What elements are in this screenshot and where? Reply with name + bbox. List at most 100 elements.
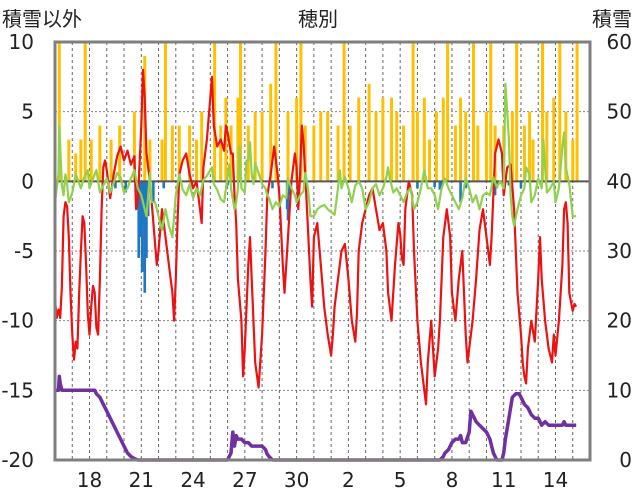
negative-bar [464, 181, 468, 189]
precipitation-bar [476, 125, 480, 182]
precipitation-bar [148, 139, 152, 182]
x-tick-label: 14 [543, 468, 568, 492]
precipitation-bar [188, 125, 192, 182]
precipitation-bar [98, 125, 102, 182]
x-tick-label: 30 [284, 468, 309, 492]
negative-bar [519, 181, 523, 189]
precipitation-bar [472, 42, 476, 182]
precipitation-bar [83, 42, 87, 182]
right-tick-label: 0 [619, 448, 632, 472]
precipitation-bar [415, 111, 419, 182]
precipitation-bar [260, 111, 264, 182]
precipitation-bar [422, 97, 426, 182]
precipitation-bar [441, 97, 445, 182]
negative-bar [143, 181, 147, 293]
precipitation-bar [342, 42, 346, 182]
x-tick-label: 5 [394, 468, 407, 492]
precipitation-bar [367, 83, 371, 182]
precipitation-bar [357, 97, 361, 182]
precipitation-bar [348, 125, 352, 182]
precipitation-bar [118, 125, 122, 182]
precipitation-bar [484, 111, 488, 182]
precipitation-bar [545, 111, 549, 182]
precipitation-bar [464, 111, 468, 182]
precipitation-bar [428, 139, 431, 182]
right-tick-label: 30 [607, 239, 632, 263]
left-tick-label: -15 [1, 378, 34, 402]
negative-bar [438, 181, 442, 190]
precipitation-bar [312, 125, 316, 182]
precipitation-bar [74, 153, 78, 182]
negative-bar [507, 181, 511, 186]
precipitation-bar [531, 139, 535, 182]
precipitation-bar [109, 139, 113, 182]
precipitation-bar [522, 125, 526, 182]
right-tick-label: 40 [607, 169, 632, 193]
precipitation-bar [381, 97, 385, 182]
negative-bar [416, 181, 419, 189]
negative-bar [271, 181, 274, 189]
precipitation-bar [411, 42, 415, 182]
precipitation-bar [170, 125, 174, 182]
snow_depth-line [54, 374, 577, 462]
precipitation-bar [195, 139, 199, 182]
precipitation-bar [253, 111, 257, 182]
precipitation-bar [571, 139, 575, 182]
precipitation-bar [57, 42, 61, 182]
precipitation-bar [336, 125, 340, 182]
x-tick-label: 8 [446, 468, 459, 492]
x-tick-label: 21 [129, 468, 154, 492]
left-tick-label: 10 [9, 30, 34, 54]
precipitation-bar [163, 42, 167, 182]
left-tick-label: -20 [1, 448, 34, 472]
precipitation-bar [200, 111, 204, 182]
precipitation-bar [374, 111, 378, 182]
precipitation-bar [453, 125, 457, 182]
precipitation-bar [489, 42, 493, 182]
precipitation-bar [213, 42, 217, 182]
precipitation-bar [160, 139, 164, 182]
x-tick-label: 18 [77, 468, 102, 492]
right-axis-label: 積雪 [592, 7, 632, 31]
x-tick-label: 24 [180, 468, 205, 492]
x-tick-label: 2 [342, 468, 355, 492]
precipitation-bar [319, 111, 323, 182]
negative-bar [140, 181, 144, 272]
temp_anomaly-line [53, 82, 577, 239]
x-tick-label: 27 [232, 468, 257, 492]
precipitation-bar [395, 111, 399, 182]
negative-bar [114, 181, 117, 189]
precipitation-bar [446, 42, 450, 182]
precipitation-bar [177, 125, 181, 182]
temperature-line [53, 68, 578, 406]
right-tick-label: 60 [607, 30, 632, 54]
precipitation-bar [541, 42, 545, 182]
precipitation-bar [295, 97, 299, 182]
precipitation-bar [219, 125, 223, 182]
negative-bar [459, 181, 462, 203]
precipitation-bar [67, 139, 71, 182]
negative-bar [145, 181, 148, 258]
precipitation-bar [575, 42, 579, 182]
left-tick-label: -5 [14, 239, 34, 263]
plot-frame [53, 40, 592, 462]
precipitation-bar [515, 42, 519, 182]
precipitation-bar [274, 42, 278, 182]
negative-bar [286, 181, 290, 221]
left-axis-label: 積雪以外 [2, 7, 82, 31]
precipitation-bar [286, 111, 290, 182]
precipitation-bar [390, 97, 394, 182]
negative-bar [124, 181, 128, 193]
precipitation-bar [299, 42, 303, 182]
precipitation-bar [303, 125, 307, 182]
precipitation-bar [558, 42, 562, 182]
negative-bar [162, 181, 166, 189]
precipitation-bar [79, 139, 83, 182]
precipitation-bar [89, 139, 93, 182]
precipitation-bar [236, 97, 240, 182]
x-tick-label: 11 [491, 468, 516, 492]
precipitation-bar [239, 42, 243, 182]
precipitation-bar [269, 83, 273, 182]
